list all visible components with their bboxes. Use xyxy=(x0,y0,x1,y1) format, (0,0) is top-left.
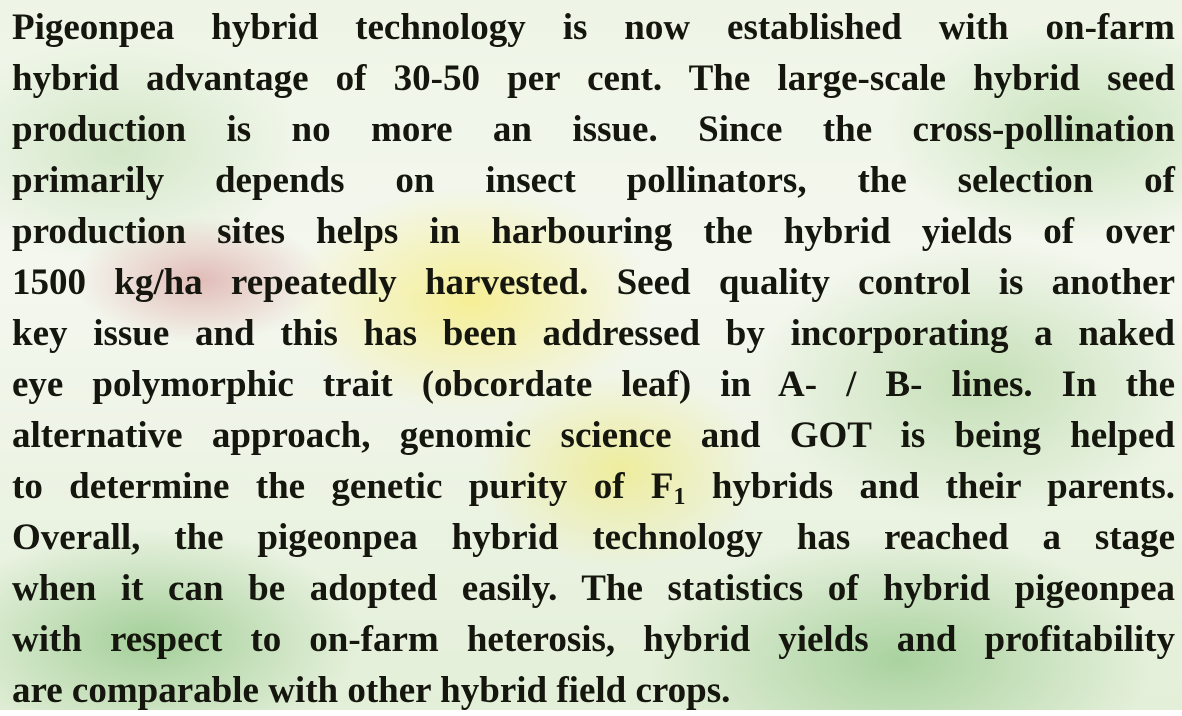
text-line: to determine the genetic purity of F1 hy… xyxy=(12,461,1175,512)
text-line: when it can be adopted easily. The stati… xyxy=(12,568,1175,609)
text-line: 1500 kg/ha repeatedly harvested. Seed qu… xyxy=(12,262,1175,303)
text-line: primarily depends on insect pollinators,… xyxy=(12,160,1175,201)
text-segment: hybrids and their parents. xyxy=(685,466,1175,507)
text-line: alternative approach, genomic science an… xyxy=(12,415,1175,456)
text-line: eye polymorphic trait (obcordate leaf) i… xyxy=(12,364,1175,405)
text-line: Pigeonpea hybrid technology is now estab… xyxy=(12,7,1175,48)
subscript: 1 xyxy=(673,484,686,510)
text-line: Overall, the pigeonpea hybrid technology… xyxy=(12,517,1175,558)
paragraph: Pigeonpea hybrid technology is now estab… xyxy=(12,2,1175,716)
text-segment: to determine the genetic purity of F xyxy=(12,466,674,507)
text-line: hybrid advantage of 30-50 per cent. The … xyxy=(12,58,1175,99)
text-line: production sites helps in harbouring the… xyxy=(12,211,1175,252)
text-line: key issue and this has been addressed by… xyxy=(12,313,1175,354)
text-line: production is no more an issue. Since th… xyxy=(12,109,1175,150)
text-line: are comparable with other hybrid field c… xyxy=(12,670,731,711)
text-line: with respect to on-farm heterosis, hybri… xyxy=(12,619,1175,660)
